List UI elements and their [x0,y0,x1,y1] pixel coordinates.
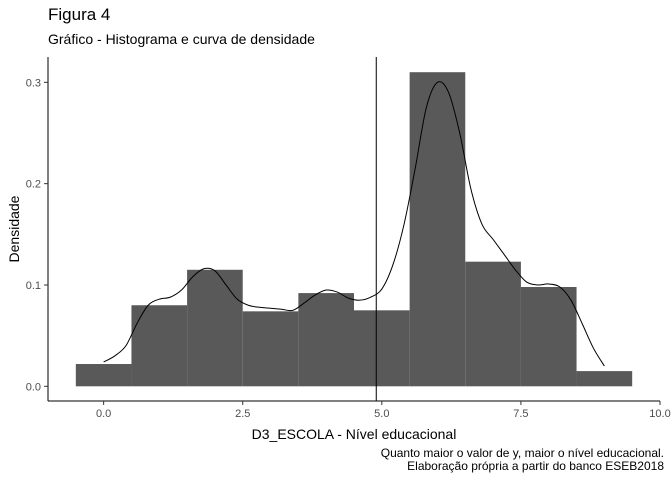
histogram-bar-8 [520,287,577,387]
y-axis-label: Densidade [6,195,22,262]
x-tick-label-3: 7.5 [513,408,528,420]
histogram-bar-7 [465,261,521,387]
histogram-bar-4 [298,293,354,387]
y-tick-label-2: 0.2 [26,179,41,191]
x-tick-label-4: 10.0 [649,408,670,420]
histogram-bar-5 [354,310,410,387]
chart-subtitle: Gráfico - Histograma e curva de densidad… [48,31,315,47]
caption-line-2: Elaboração própria a partir do banco ESE… [407,459,664,473]
histogram-bar-0 [75,364,132,387]
chart-title: Figura 4 [48,5,111,24]
y-tick-label-1: 0.1 [26,280,41,292]
density-curve [103,81,605,367]
x-axis-label: D3_ESCOLA - Nível educacional [252,426,457,442]
x-tick-label-2: 5.0 [374,408,389,420]
histogram-bar-9 [576,371,633,387]
x-tick-label-1: 2.5 [235,408,250,420]
y-tick-label-3: 0.3 [26,77,41,89]
caption-line-1: Quanto maior o valor de y, maior o nível… [380,446,664,460]
histogram-bar-2 [187,269,243,387]
axes: 0.0 2.5 5.0 7.5 10.0 0.0 0.1 0.2 0.3 [26,57,671,420]
histogram-bar-3 [242,311,299,387]
histogram-bar-1 [131,305,188,387]
x-tick-label-0: 0.0 [96,408,111,420]
y-tick-label-0: 0.0 [26,381,41,393]
density-curve-layer [103,57,605,401]
histogram-bars [75,72,633,387]
histogram-bar-6 [409,72,466,387]
